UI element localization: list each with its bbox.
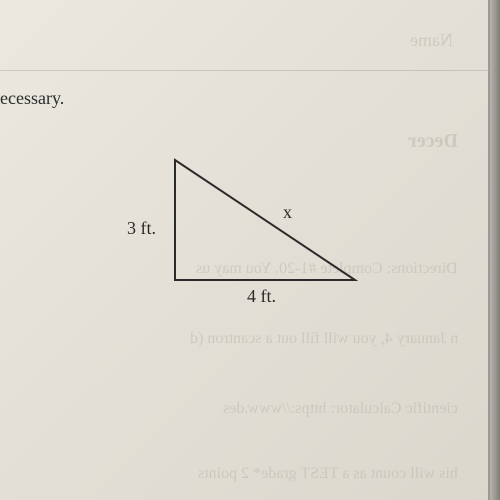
triangle-diagram: 3 ft. 4 ft. x xyxy=(120,150,380,330)
instruction-text: ecessary. xyxy=(0,88,64,109)
horizontal-rule xyxy=(0,70,500,71)
bottom-leg-label: 4 ft. xyxy=(247,286,276,307)
bleed-line-0: Name xyxy=(410,30,453,51)
page-edge-shadow xyxy=(490,0,500,500)
left-leg-label: 3 ft. xyxy=(127,218,156,239)
hypotenuse-label: x xyxy=(283,202,292,223)
bleed-line-5: his will count as a TEST grade* 2 points xyxy=(198,465,458,483)
paper-surface: ecessary. Name Decer Directions: Complet… xyxy=(0,0,490,500)
bleed-line-1: Decer xyxy=(408,130,458,153)
triangle-shape xyxy=(175,160,355,280)
bleed-line-4: cientific Calculator: https://www.des xyxy=(223,400,458,418)
bleed-line-3: n January 4, you will fill out a scantro… xyxy=(190,330,458,348)
